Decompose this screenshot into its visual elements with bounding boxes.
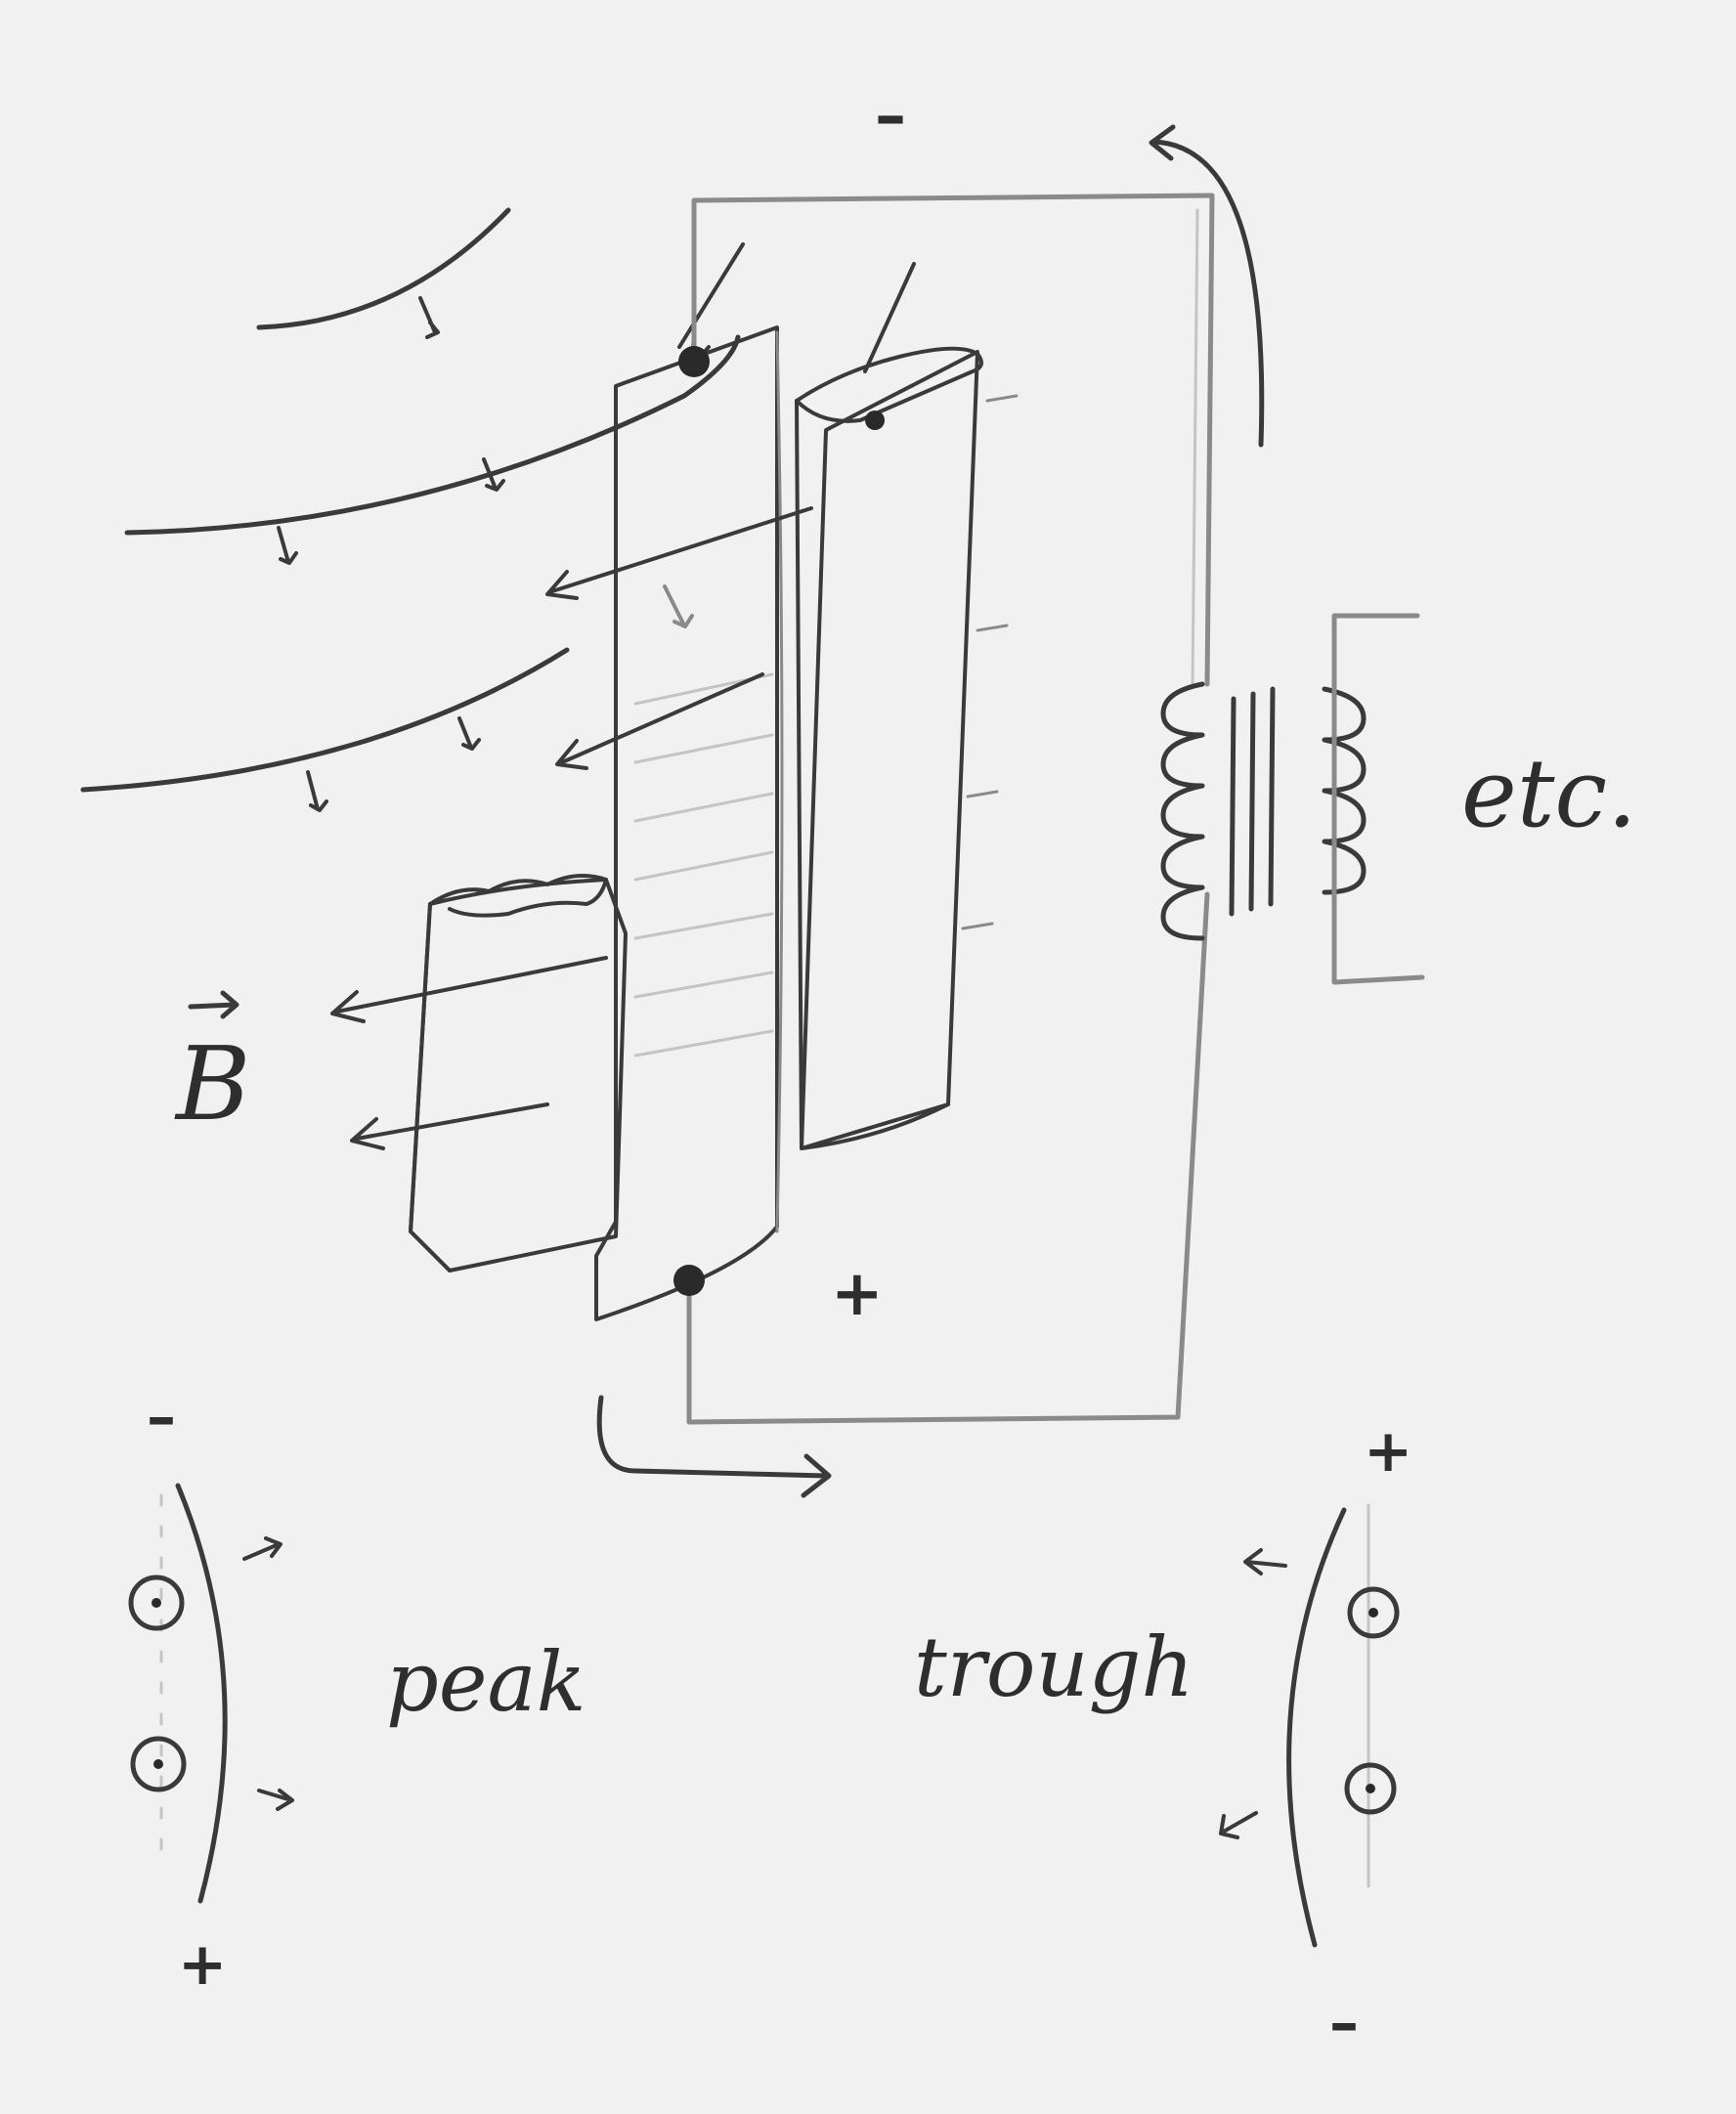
strip-outline bbox=[594, 325, 779, 1321]
transformer-core bbox=[1229, 686, 1276, 917]
trough-wavefront bbox=[1286, 1507, 1347, 1948]
wave-inside-arrow bbox=[663, 584, 694, 628]
field-arrow-through-strip-2 bbox=[555, 672, 764, 770]
wave-front-1 bbox=[256, 207, 511, 330]
vector-arrow-icon bbox=[188, 990, 239, 1019]
wave-front-2-arrow-a bbox=[277, 526, 298, 565]
trough-out-of-page-dot-2 bbox=[1366, 1784, 1375, 1793]
trough-arrow-2 bbox=[1219, 1811, 1258, 1839]
wave-front-2-arrow-b bbox=[482, 457, 505, 492]
current-arrow-bottom bbox=[596, 1395, 832, 1498]
circuit-wire-double bbox=[1191, 208, 1199, 686]
peak-out-of-page-icon-2 bbox=[130, 1736, 187, 1792]
trough-label: trough bbox=[914, 1619, 1194, 1715]
front-block-left-face bbox=[409, 902, 452, 1273]
minus-label-top: – bbox=[875, 80, 906, 152]
back-block-left-face bbox=[795, 399, 950, 1150]
antenna-strip bbox=[594, 325, 784, 1321]
back-block-ticks bbox=[961, 394, 1019, 930]
front-block-body bbox=[409, 878, 628, 1273]
peak-diagram: – + peak bbox=[128, 1383, 586, 1999]
field-label-letter: B bbox=[174, 1024, 250, 1143]
circuit bbox=[596, 124, 1425, 1498]
terminal-back bbox=[865, 410, 885, 430]
circuit-wire bbox=[686, 193, 1215, 1425]
trough-out-of-page-icon-1 bbox=[1347, 1586, 1400, 1639]
front-block bbox=[409, 874, 628, 1273]
trough-arrow-1 bbox=[1243, 1548, 1287, 1575]
front-block-torn-top bbox=[428, 874, 608, 918]
peak-bottom-sign: + bbox=[178, 1930, 227, 1999]
peak-wavefront bbox=[175, 1483, 228, 1904]
peak-out-of-page-dot-2 bbox=[153, 1759, 163, 1769]
peak-arrow-1 bbox=[242, 1536, 282, 1561]
wave-front-3 bbox=[80, 647, 570, 793]
strip-shading-lines bbox=[633, 672, 774, 1057]
plus-label-mid: + bbox=[831, 1258, 884, 1330]
wave-front-2 bbox=[124, 334, 741, 536]
field-arrow-through-strip-1 bbox=[545, 506, 813, 600]
back-block bbox=[795, 346, 1019, 1150]
field-label: B bbox=[174, 990, 250, 1143]
terminal-bottom bbox=[673, 1265, 705, 1296]
back-block-top bbox=[795, 346, 983, 423]
primary-coil bbox=[1160, 681, 1205, 941]
wave-fronts bbox=[80, 207, 741, 812]
secondary-coil bbox=[1322, 686, 1367, 895]
strip-edge-right bbox=[775, 330, 784, 1233]
field-arrow-lower-2 bbox=[350, 1102, 549, 1150]
field-arrow-lower-1 bbox=[330, 956, 608, 1023]
current-arrow-top bbox=[1149, 124, 1265, 448]
back-block-body bbox=[800, 350, 979, 1150]
etc-label: etc. bbox=[1461, 739, 1637, 848]
peak-arrow-2 bbox=[257, 1789, 294, 1811]
wave-front-3-arrow-b bbox=[457, 716, 481, 751]
terminal-top bbox=[678, 346, 710, 377]
peak-out-of-page-icon-1 bbox=[128, 1575, 185, 1631]
peak-top-sign: – bbox=[147, 1383, 176, 1451]
trough-out-of-page-dot-1 bbox=[1368, 1608, 1378, 1618]
trough-diagram: + – trough bbox=[914, 1417, 1412, 2057]
peak-label: peak bbox=[386, 1634, 586, 1730]
secondary-leads bbox=[1331, 613, 1425, 985]
field-line-in-2 bbox=[863, 262, 916, 373]
trough-top-sign: + bbox=[1364, 1417, 1412, 1486]
wave-front-1-arrow bbox=[418, 296, 440, 339]
trough-bottom-sign: – bbox=[1329, 1989, 1359, 2057]
peak-out-of-page-dot-1 bbox=[152, 1598, 161, 1608]
wave-front-3-arrow-a bbox=[306, 770, 328, 812]
trough-out-of-page-icon-2 bbox=[1344, 1762, 1397, 1815]
